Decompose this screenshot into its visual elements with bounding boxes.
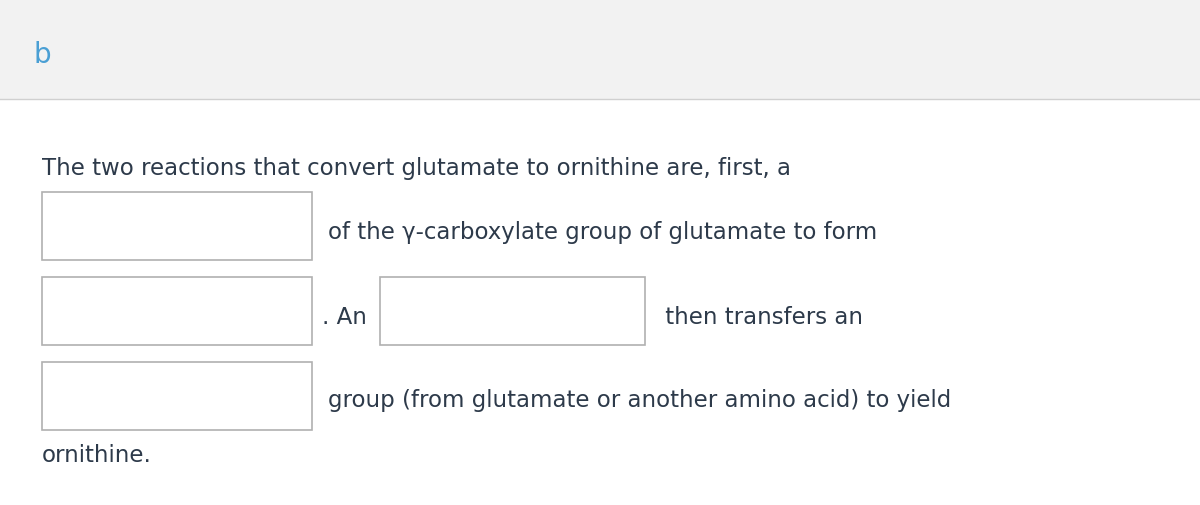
Text: then transfers an: then transfers an — [658, 306, 863, 329]
FancyBboxPatch shape — [42, 192, 312, 261]
Text: of the γ-carboxylate group of glutamate to form: of the γ-carboxylate group of glutamate … — [328, 220, 877, 243]
Text: ornithine.: ornithine. — [42, 443, 152, 467]
FancyBboxPatch shape — [380, 277, 646, 345]
Text: group (from glutamate or another amino acid) to yield: group (from glutamate or another amino a… — [328, 388, 952, 411]
FancyBboxPatch shape — [42, 277, 312, 345]
FancyBboxPatch shape — [0, 0, 1200, 100]
Text: . An: . An — [322, 306, 367, 329]
FancyBboxPatch shape — [42, 362, 312, 430]
Text: The two reactions that convert glutamate to ornithine are, first, a: The two reactions that convert glutamate… — [42, 156, 791, 179]
Text: b: b — [34, 41, 52, 69]
